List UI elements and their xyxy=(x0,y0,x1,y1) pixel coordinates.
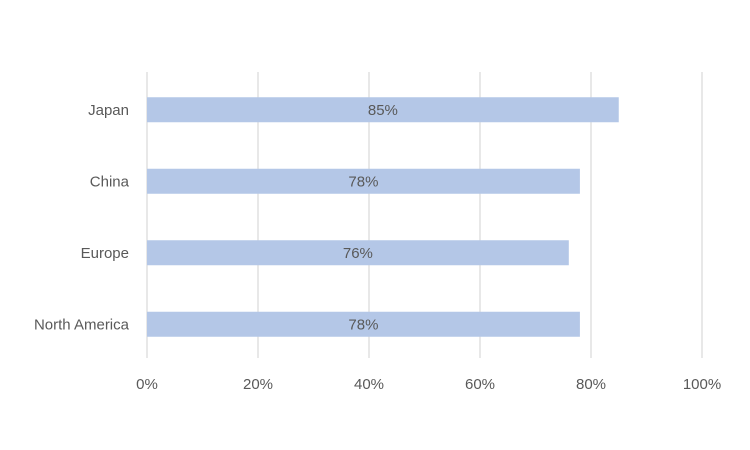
category-label: China xyxy=(90,173,130,190)
category-label: Europe xyxy=(81,245,129,262)
bars xyxy=(147,97,619,337)
bar-europe xyxy=(147,240,569,266)
bar-north-america xyxy=(147,311,580,337)
category-label: North America xyxy=(34,316,130,333)
x-tick-label: 40% xyxy=(354,376,384,393)
bar-japan xyxy=(147,97,619,123)
x-axis-ticks: 0% 20% 40% 60% 80% 100% xyxy=(136,376,721,393)
x-tick-label: 80% xyxy=(576,376,606,393)
x-tick-label: 20% xyxy=(243,376,273,393)
category-label: Japan xyxy=(88,102,129,119)
data-label: 76% xyxy=(343,245,373,262)
x-tick-label: 60% xyxy=(465,376,495,393)
data-labels: 85% 78% 76% 78% xyxy=(343,102,398,334)
data-label: 78% xyxy=(348,173,378,190)
category-labels: Japan China Europe North America xyxy=(34,102,130,334)
data-label: 78% xyxy=(348,316,378,333)
x-tick-label: 0% xyxy=(136,376,158,393)
x-tick-label: 100% xyxy=(683,376,721,393)
bar-china xyxy=(147,168,580,194)
data-label: 85% xyxy=(368,102,398,119)
